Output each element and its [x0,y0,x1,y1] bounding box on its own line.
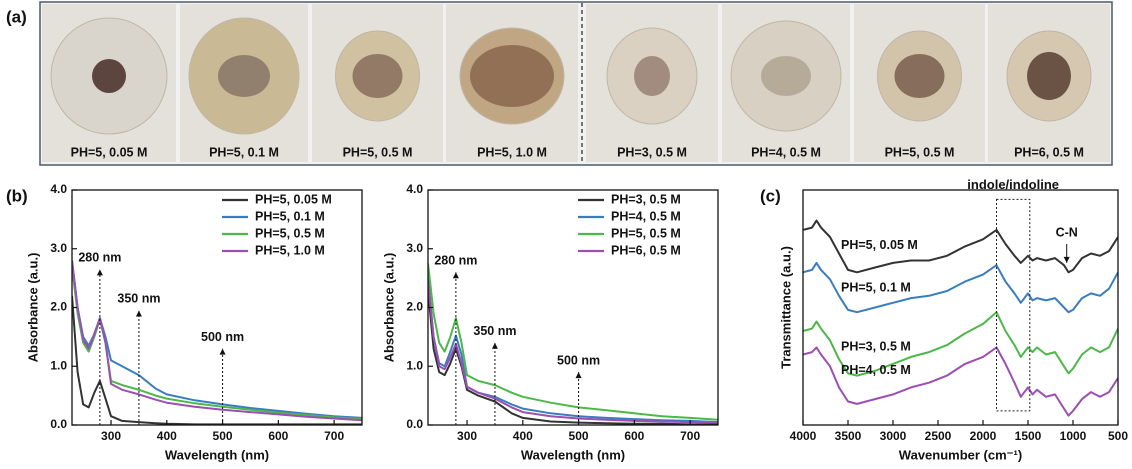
x-tick-label: 700 [324,429,344,443]
arrow-head [135,310,142,317]
photo-deposit [634,56,670,96]
arrow-head [96,269,103,276]
annotation-label: 280 nm [434,254,477,268]
x-tick-label: 500 [1108,429,1128,443]
photo-caption: PH=5, 0.05 M [71,145,148,159]
x-axis-title: Wavelength (nm) [521,447,625,462]
photo-caption: PH=6, 0.5 M [1014,145,1084,159]
plot-frame [71,189,363,426]
series-line [803,311,1118,377]
y-tick-label: 3.0 [50,241,67,255]
x-tick-label: 600 [624,429,644,443]
photos: PH=5, 0.05 M PH=5, 0.1 M PH=5, 0.5 M PH=5, … [42,4,1110,162]
annotation-label: 350 nm [117,292,160,306]
legend-label: PH=5, 0.05 M [255,192,332,206]
series-line [72,266,362,421]
annotation-label: 500 nm [557,353,600,367]
series-line [428,281,718,424]
x-tick-label: 4000 [790,429,817,443]
series-label: PH=5, 0.05 M [841,238,918,252]
x-tick-label: 300 [457,429,477,443]
series-label: PH=5, 0.1 M [841,281,911,295]
photo-caption: PH=5, 0.1 M [209,145,279,159]
photo-caption: PH=4, 0.5 M [751,145,821,159]
series-line [803,346,1118,417]
photo-deposit [894,54,945,98]
annotation-label: C-N [1056,225,1078,239]
x-tick-label: 500 [213,429,233,443]
x-tick-label: 2000 [970,429,997,443]
legend-label: PH=5, 0.5 M [255,226,325,240]
annotation-label: 350 nm [473,324,516,338]
x-tick-label: 1000 [1060,429,1087,443]
y-axis-title: Absorbance (a.u.) [381,253,396,363]
arrow-head [219,348,226,355]
photo-caption: PH=3, 0.5 M [617,145,687,159]
x-tick-label: 400 [157,429,177,443]
legend-label: PH=6, 0.5 M [611,243,681,257]
photo-caption: PH=5, 0.5 M [343,145,413,159]
y-tick-label: 1.0 [50,358,67,372]
x-tick-label: 700 [680,429,700,443]
plot-frame [802,189,1119,426]
y-tick-label: 2.0 [50,300,67,314]
x-tick-label: 600 [268,429,288,443]
series-line [428,278,718,424]
series-line [803,219,1118,274]
x-tick-label: 1500 [1015,429,1042,443]
legend-label: PH=5, 0.5 M [611,226,681,240]
x-tick-label: 3000 [880,429,907,443]
annotation-label: 280 nm [78,251,121,265]
panel-label: (a) [6,7,27,26]
panel-label: (b) [6,186,28,205]
panel-label: (c) [760,186,781,205]
arrow-head [1063,256,1070,263]
photo-deposit [352,54,403,98]
photo-deposit [218,55,270,97]
photo-deposit [761,56,811,96]
y-axis-title: Absorbance (a.u.) [25,253,40,363]
y-tick-label: 0.0 [406,417,423,431]
x-tick-label: 400 [513,429,533,443]
y-tick-label: 0.0 [50,417,67,431]
x-tick-label: 500 [569,429,589,443]
series-label: PH=3, 0.5 M [841,339,911,353]
photo-deposit [92,59,126,93]
x-axis-title: Wavelength (nm) [165,447,269,462]
arrow-head [491,342,498,349]
series-line [803,261,1118,314]
arrow-head [452,272,459,279]
series-line [428,263,718,421]
x-tick-label: 2500 [925,429,952,443]
y-axis-title: Transmittance (a.u.) [778,246,793,369]
photo-deposit [1027,52,1071,100]
legend-label: PH=5, 0.1 M [255,209,325,223]
arrow-head [575,372,582,379]
x-tick-label: 3500 [835,429,862,443]
series-line [72,260,362,422]
x-axis-title: Wavenumber (cm⁻¹) [899,447,1022,462]
y-tick-label: 3.0 [406,241,423,255]
photo-caption: PH=5, 0.5 M [885,145,955,159]
legend-label: PH=4, 0.5 M [611,209,681,223]
legend-label: PH=3, 0.5 M [611,192,681,206]
legend-label: PH=5, 1.0 M [255,243,325,257]
y-tick-label: 1.0 [406,358,423,372]
annotation-label: indole/indoline [967,177,1059,192]
photo-caption: PH=5, 1.0 M [477,145,547,159]
annotation-label: 500 nm [201,330,244,344]
photo-deposit [470,45,554,107]
annotation-box [996,198,1031,412]
y-tick-label: 4.0 [406,182,423,196]
y-tick-label: 4.0 [50,182,67,196]
series-label: PH=4, 0.5 M [841,363,911,377]
y-tick-label: 2.0 [406,300,423,314]
x-tick-label: 300 [101,429,121,443]
